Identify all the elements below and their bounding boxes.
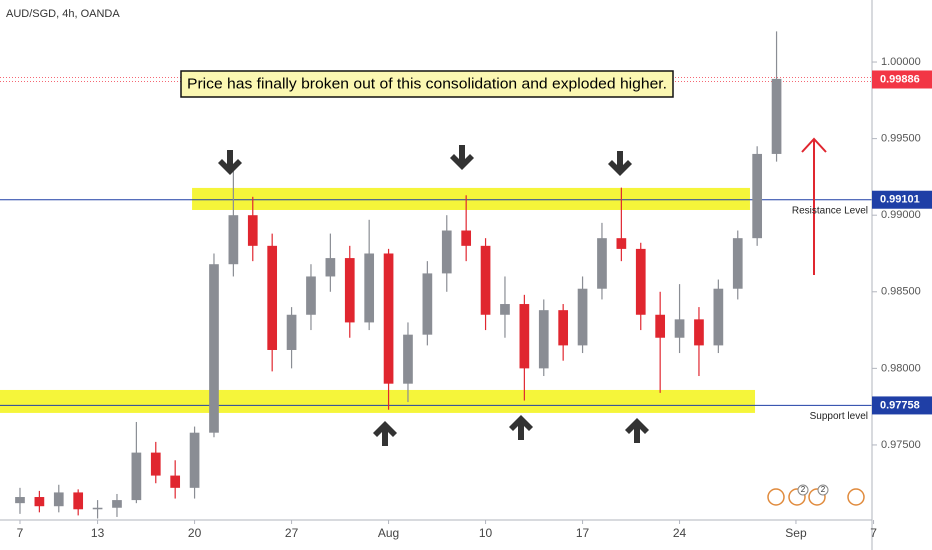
candle-body [403,334,413,384]
candle-body [170,475,181,488]
arrow-head [801,137,827,153]
candle-body [247,215,258,246]
price-tag [872,70,932,89]
candle-body [441,230,452,274]
level-tag [872,190,932,209]
annotation: Price has finally broken out of this con… [180,70,674,98]
level-name: Support level [810,411,868,422]
event-icon [847,488,865,506]
candle-body [635,248,646,315]
candle-body [732,238,743,289]
candle-body [655,314,666,338]
arrow-up [509,415,533,440]
candle-body [538,310,549,369]
candle-body [616,238,627,249]
candle-body [694,319,704,346]
candle-body [53,492,64,507]
x-tick-label: Aug [378,526,399,540]
candle-body [286,314,297,350]
y-tick-label: 0.98000 [881,362,921,374]
candle-body [112,500,122,508]
x-tick-label: 24 [673,526,687,540]
candle-body [189,432,200,488]
candle-body [364,253,375,323]
candle-body [228,215,239,265]
candle-body [92,507,103,510]
annotation-box [180,70,674,98]
candle-body [674,319,685,338]
candle-body [150,452,161,476]
y-tick-label: 0.99500 [881,133,921,145]
event-badge-label: 2 [801,485,806,494]
candle-body [267,245,278,350]
candle-body [34,497,45,507]
y-tick-label: 1.00000 [881,56,921,68]
x-tick-label: 7 [17,526,24,540]
candle-body [306,276,316,315]
event-icon [767,488,785,506]
x-tick-label: 10 [479,526,493,540]
arrow-down [218,150,242,175]
x-tick-label: Sep [785,526,807,540]
candle-body [15,497,25,504]
y-tick-label: 0.98500 [881,286,921,298]
level-tag-label: 0.99101 [880,194,920,206]
chart-title: AUD/SGD, 4h, OANDA [6,8,120,20]
plot-area [0,31,872,519]
x-tick-label: 7 [870,526,877,540]
candle-body [325,258,336,277]
level-tag-label: 0.97758 [880,399,920,411]
y-tick-label: 0.97500 [881,439,921,451]
candle-body [209,264,219,433]
candle-body [713,288,724,346]
candle-body [383,253,394,384]
candle-body [771,78,782,154]
price-tag-label: 0.99886 [880,73,920,85]
level-name: Resistance Level [792,205,868,216]
event-badge [797,484,809,496]
arrow-up [625,418,649,443]
candle-body [597,238,607,289]
candle-body [752,153,763,239]
candle-body [73,492,84,510]
event-badge [817,484,829,496]
candle-body [422,273,433,335]
x-tick-label: 27 [285,526,299,540]
up-arrows [373,415,649,446]
candle-body [461,230,472,246]
event-badge-label: 2 [821,485,826,494]
down-arrows [218,145,632,176]
candle-body [480,245,491,315]
arrow-down [450,145,474,170]
x-tick-label: 13 [91,526,105,540]
x-tick-label: 20 [188,526,202,540]
candle-body [519,304,530,369]
candle-body [344,258,355,323]
annotation-text: Price has finally broken out of this con… [187,75,667,92]
zone [0,389,756,413]
candle-body [500,304,510,315]
y-tick-label: 0.99000 [881,209,921,221]
candle-body [131,452,142,501]
x-tick-label: 17 [576,526,590,540]
arrow-down [608,151,632,176]
candle-body [577,288,588,346]
zone [192,187,750,210]
candle-body [558,310,569,346]
breakout-arrow [801,137,827,275]
arrow-up [373,421,397,446]
level-tag [872,396,932,415]
